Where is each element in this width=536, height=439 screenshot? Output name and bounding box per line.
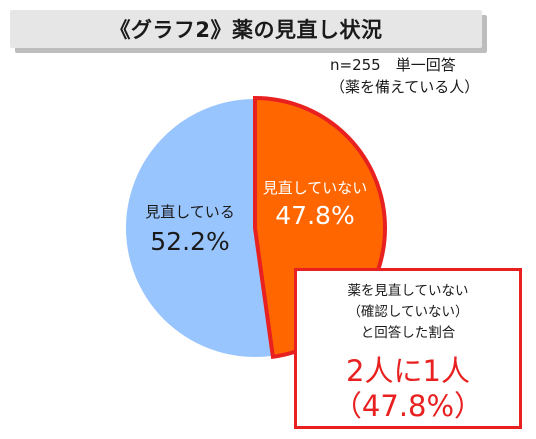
callout-ratio: 2人に1人 [346,354,470,388]
pie-slice-reviewed [124,96,275,359]
chart-title-text: 《グラフ2》薬の見直し状況 [109,18,383,42]
callout-description: 薬を見直していない （確認していない） と回答した割合 [297,281,519,344]
chart-title: 《グラフ2》薬の見直し状況 [10,10,482,48]
slice-value-reviewed: 52.2% [150,227,229,256]
slice-label-not-reviewed: 見直していない [263,179,368,197]
sample-note-line-2: （薬を備えている人） [330,78,480,96]
slice-label-reviewed: 見直している [145,203,235,221]
callout-percent: （47.8%） [332,389,484,423]
callout-description-line-2: （確認していない） [347,304,469,320]
callout-description-line-1: 薬を見直していない [347,283,469,299]
sample-note-line-1: n=255 単一回答 [330,56,456,74]
callout-box: 薬を見直していない （確認していない） と回答した割合 2人に1人 （47.8%… [294,268,522,429]
sample-note: n=255 単一回答 （薬を備えている人） [330,54,525,98]
callout-description-line-3: と回答した割合 [360,325,456,341]
slice-value-not-reviewed: 47.8% [275,201,354,230]
